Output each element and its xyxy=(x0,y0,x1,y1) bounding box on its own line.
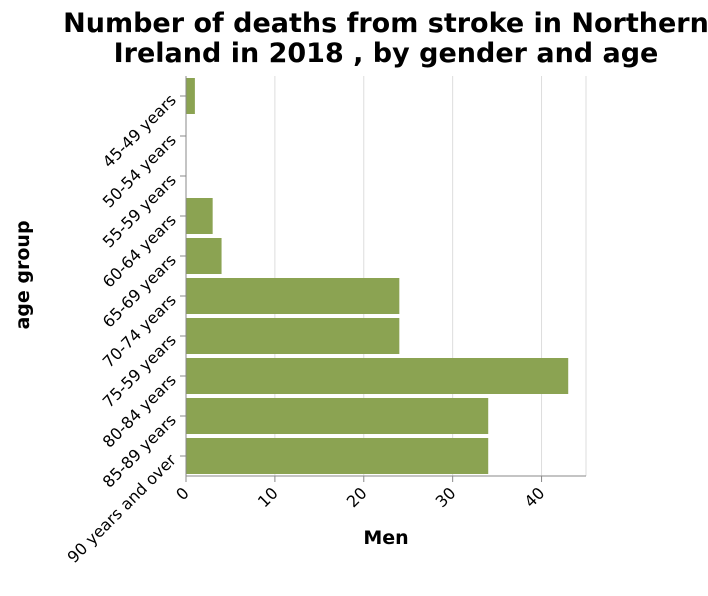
bar-3 xyxy=(186,198,213,234)
x-tick-label-40: 40 xyxy=(521,483,549,511)
chart-title-line-2: Ireland in 2018 , by gender and age xyxy=(114,38,659,69)
bar-4 xyxy=(186,238,222,274)
bar-5 xyxy=(186,278,400,314)
bar-6 xyxy=(186,318,400,354)
bar-8 xyxy=(186,398,489,434)
x-tick-label-0: 0 xyxy=(172,483,193,504)
x-axis-ticks: 0 10 20 30 40 xyxy=(172,476,548,511)
bar-0 xyxy=(186,78,195,114)
x-tick-label-20: 20 xyxy=(343,483,371,511)
bar-7 xyxy=(186,358,569,394)
chart-title-line-1: Number of deaths from stroke in Northern xyxy=(63,8,708,39)
x-tick-label-10: 10 xyxy=(254,483,282,511)
bars xyxy=(186,78,569,474)
x-axis-title: Men xyxy=(363,527,408,549)
y-axis-title: age group xyxy=(12,220,34,329)
bar-9 xyxy=(186,438,489,474)
x-tick-label-30: 30 xyxy=(432,483,460,511)
